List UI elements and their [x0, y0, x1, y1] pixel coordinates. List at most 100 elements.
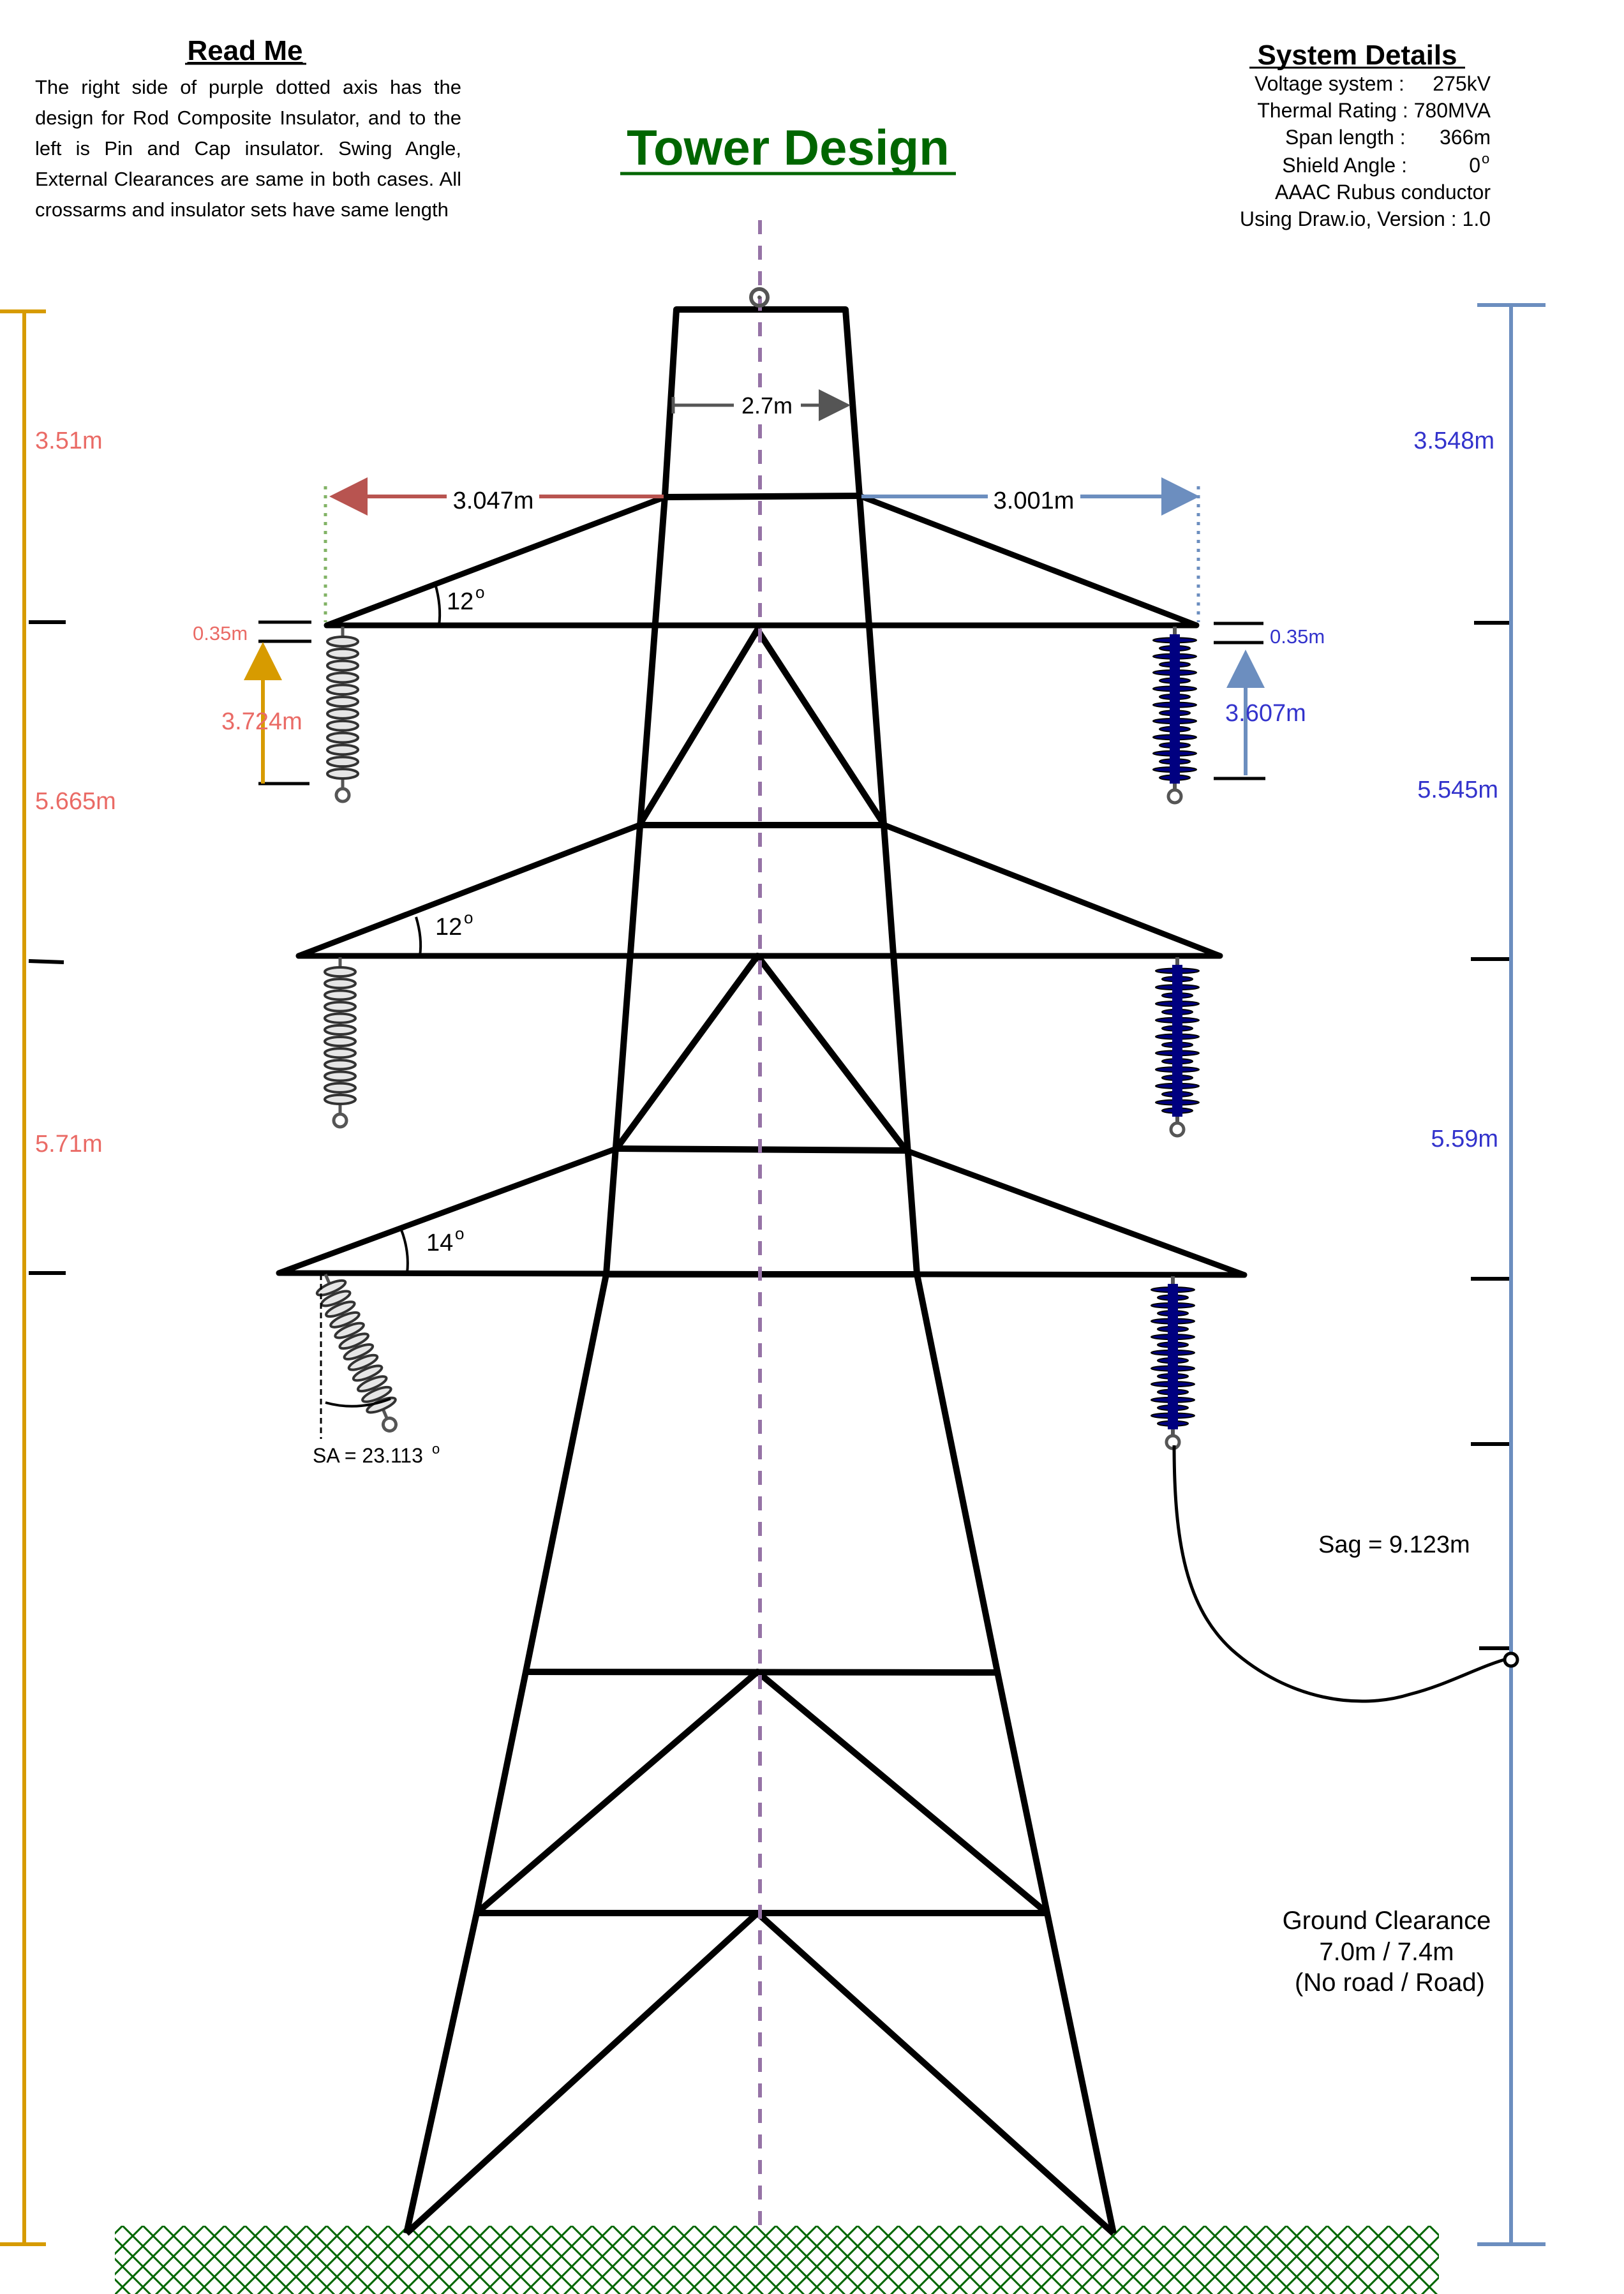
- readme-heading: Read Me: [188, 35, 303, 66]
- insulator-disc: [324, 989, 357, 1001]
- left-arm-length-label: 3.047m: [453, 488, 534, 514]
- insulator-disc: [338, 1332, 369, 1350]
- left-axis-ticks: [28, 620, 66, 1275]
- insulator-disc: [326, 731, 359, 744]
- bracing-lower-2: [404, 1910, 1116, 2236]
- left-axis-segment-1: 3.51m: [35, 428, 103, 454]
- right-insulator-dimension: [1214, 622, 1265, 780]
- crossarm-bottom: [276, 1145, 1248, 1278]
- composite-insulator-middle: [1155, 957, 1200, 1138]
- earth-wire-attachment: [749, 287, 770, 308]
- insulator-disc: [324, 1070, 357, 1082]
- insulator-disc: [326, 708, 359, 720]
- tower-right-leg-lower: [914, 1274, 1117, 2235]
- bracing-lower-1: [474, 1669, 1050, 1916]
- insulator-disc: [324, 1093, 357, 1105]
- sag-label: Sag = 9.123m: [1318, 1531, 1470, 1558]
- system-detail-shield-sup: o: [1482, 151, 1489, 167]
- bracing-upper: [636, 627, 888, 827]
- insulator-disc: [324, 978, 357, 990]
- conductor-sag-curve: [1172, 1445, 1512, 1703]
- pin-cap-insulator-top: [326, 627, 359, 803]
- left-axis-segment-3: 5.71m: [35, 1131, 103, 1158]
- page-title: Tower Design: [627, 119, 950, 175]
- readme-body: The right side of purple dotted axis has…: [35, 76, 461, 221]
- system-detail-shield-label: Shield Angle :: [1282, 154, 1407, 177]
- insulator-disc: [356, 1375, 388, 1393]
- pin-cap-insulator-bottom-swung: [315, 1274, 398, 1433]
- system-detail-span: Span length : 366m: [1285, 126, 1491, 149]
- system-detail-shield-value: 0: [1469, 154, 1480, 177]
- ground-clearance-note: (No road / Road): [1295, 1969, 1485, 1997]
- insulator-disc: [315, 1279, 347, 1297]
- right-small-gap-label: 0.35m: [1270, 625, 1325, 648]
- system-detail-voltage: Voltage system : 275kV: [1255, 72, 1491, 95]
- left-insulator-length-label: 3.724m: [221, 708, 302, 735]
- insulator-disc: [352, 1364, 384, 1382]
- composite-core: [1168, 1284, 1178, 1429]
- pin-cap-insulator-middle: [324, 957, 357, 1129]
- insulator-disc: [326, 756, 359, 768]
- ground-clearance-shackle: [1503, 1651, 1519, 1668]
- insulator-disc: [326, 647, 359, 660]
- swing-angle-label: SA = 23.113: [313, 1444, 423, 1467]
- angle-top-label: 12: [447, 588, 473, 615]
- insulator-disc: [326, 719, 359, 732]
- insulator-disc: [324, 1001, 357, 1013]
- insulator-disc: [326, 768, 359, 780]
- angle-top-sup: o: [475, 583, 484, 602]
- composite-insulator-bottom: [1151, 1276, 1195, 1450]
- right-axis-segment-2: 5.545m: [1417, 777, 1498, 803]
- tower-left-leg-lower: [403, 1274, 609, 2235]
- tower-right-leg-upper: [856, 495, 920, 1275]
- angle-middle-label: 12: [435, 914, 462, 941]
- tower-left-leg-upper: [603, 495, 668, 1275]
- ground-hatch: [115, 2226, 1439, 2294]
- system-detail-conductor: AAAC Rubus conductor: [1275, 181, 1491, 204]
- insulator-disc: [324, 1024, 357, 1036]
- insulator-disc: [361, 1385, 392, 1403]
- insulator-disc: [324, 1036, 357, 1048]
- insulator-disc: [347, 1353, 379, 1371]
- ground-clearance-values: 7.0m / 7.4m: [1319, 1938, 1454, 1966]
- system-detail-version: Using Draw.io, Version : 1.0: [1240, 207, 1491, 230]
- right-arm-length-label: 3.001m: [994, 488, 1075, 514]
- swing-angle-sup: o: [432, 1441, 440, 1457]
- insulator-disc: [324, 1082, 357, 1094]
- angle-bottom-label: 14: [426, 1230, 453, 1256]
- insulator-disc: [324, 1059, 357, 1071]
- left-height-axis: [0, 309, 46, 2246]
- insulator-disc: [324, 1047, 357, 1059]
- composite-core: [1170, 634, 1180, 784]
- insulator-disc: [329, 1311, 361, 1329]
- right-height-axis: [1477, 303, 1546, 2246]
- composite-end-fitting: [1166, 788, 1183, 805]
- insulator-end-fitting: [332, 1112, 348, 1129]
- insulator-disc: [324, 1012, 357, 1024]
- left-small-gap-label: 0.35m: [193, 622, 248, 644]
- ground-clearance-title: Ground Clearance: [1283, 1907, 1491, 1935]
- angle-arc-middle: [415, 916, 422, 957]
- insulator-disc: [326, 659, 359, 672]
- right-axis-segment-1: 3.548m: [1413, 428, 1494, 454]
- crossarms: [276, 493, 1248, 1278]
- crossarm-top: [324, 493, 1200, 629]
- composite-core: [1172, 965, 1182, 1117]
- left-insulator-dimension: [244, 620, 311, 786]
- right-insulator-length-label: 3.607m: [1225, 700, 1306, 727]
- right-axis-ticks: [1471, 621, 1509, 1650]
- angle-arc-bottom: [399, 1228, 409, 1274]
- insulator-disc: [325, 1300, 356, 1318]
- crossarm-middle: [295, 822, 1223, 959]
- insulator-disc: [366, 1396, 397, 1414]
- insulator-end-fitting: [381, 1416, 398, 1433]
- composite-end-fitting: [1169, 1121, 1186, 1138]
- insulator-disc: [326, 696, 359, 708]
- insulator-disc: [343, 1343, 375, 1360]
- insulator-disc: [326, 671, 359, 684]
- insulator-disc: [326, 683, 359, 696]
- insulator-disc: [326, 743, 359, 756]
- angle-arcs: [399, 583, 442, 1274]
- insulator-disc: [334, 1322, 365, 1339]
